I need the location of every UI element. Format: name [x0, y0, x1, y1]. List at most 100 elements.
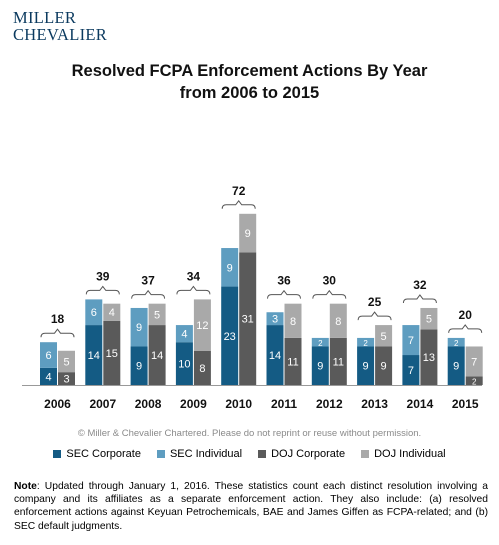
data-label-doj-individual: 5: [63, 356, 69, 368]
total-bracket: [131, 289, 166, 299]
x-tick-label: 2012: [316, 397, 343, 411]
bar-sec-individual: [402, 325, 420, 356]
logo-line-1: MILLER: [13, 8, 77, 27]
logo: MILLER CHEVALIER: [13, 9, 107, 43]
data-label-sec-individual: 9: [227, 262, 233, 274]
data-label-doj-individual: 9: [245, 228, 251, 240]
data-label-sec-corporate: 7: [408, 365, 414, 377]
total-bracket: [267, 289, 301, 299]
total-label: 36: [277, 274, 291, 288]
x-tick-label: 2007: [89, 397, 116, 411]
bar-doj-corporate: [148, 325, 166, 385]
bar-sec-corporate: [175, 342, 193, 385]
bar-doj-corporate: [329, 337, 347, 385]
chart-title-line-2: from 2006 to 2015: [179, 84, 320, 102]
data-label-sec-corporate: 9: [317, 361, 323, 373]
data-label-doj-corporate: 3: [63, 374, 69, 386]
bar-doj-individual: [420, 307, 438, 330]
x-tick-label: 2009: [180, 397, 207, 411]
bar-sec-corporate: [130, 346, 148, 385]
logo-line-2: CHEVALIER: [13, 25, 108, 44]
data-label-sec-individual: 9: [136, 322, 142, 334]
bar-sec-corporate: [357, 346, 375, 385]
data-label-sec-corporate: 9: [136, 361, 142, 373]
legend-item: DOJ Individual: [361, 448, 446, 460]
data-label-sec-individual: 2: [363, 339, 368, 348]
bar-sec-corporate: [221, 286, 239, 385]
chart-legend: SEC Corporate SEC Individual DOJ Corporate…: [0, 448, 499, 460]
legend-item: DOJ Corporate: [258, 448, 345, 460]
bar-doj-individual: [58, 350, 75, 373]
chart-title-line-1: Resolved FCPA Enforcement Actions By Yea…: [71, 62, 428, 80]
bar-doj-individual: [284, 303, 302, 338]
total-bracket: [40, 328, 75, 338]
data-label-doj-individual: 12: [196, 320, 208, 332]
data-label-doj-corporate: 2: [472, 378, 477, 387]
data-label-doj-corporate: 11: [287, 356, 298, 368]
total-bracket: [357, 311, 392, 321]
x-tick-label: 2014: [407, 397, 434, 411]
bar-doj-individual: [329, 303, 347, 338]
bar-doj-corporate: [284, 337, 302, 385]
bar-doj-individual: [375, 325, 393, 347]
x-tick-label: 2011: [271, 397, 297, 411]
bar-doj-individual: [239, 213, 257, 253]
bar-doj-corporate: [239, 252, 257, 385]
legend-item: SEC Individual: [156, 448, 243, 460]
data-label-sec-corporate: 4: [45, 371, 51, 383]
total-label: 37: [141, 274, 155, 288]
bar-sec-individual: [221, 248, 239, 287]
bar-doj-individual: [465, 346, 483, 377]
data-label-sec-corporate: 10: [178, 359, 190, 371]
data-label-sec-corporate: 9: [453, 361, 459, 373]
data-label-sec-individual: 4: [181, 329, 187, 341]
data-label-doj-corporate: 8: [199, 363, 205, 375]
bar-doj-corporate: [58, 372, 75, 385]
data-label-sec-individual: 2: [454, 339, 459, 348]
data-label-doj-individual: 5: [154, 309, 160, 321]
total-label: 72: [232, 184, 246, 198]
total-bracket: [176, 285, 211, 295]
legend-item: SEC Corporate: [53, 448, 141, 460]
x-tick-label: 2006: [44, 397, 71, 411]
data-label-doj-corporate: 15: [106, 348, 118, 360]
x-tick-label: 2015: [452, 397, 479, 411]
legend-label: SEC Corporate: [66, 448, 141, 460]
bar-doj-individual: [148, 303, 166, 326]
data-label-sec-corporate: 14: [269, 350, 281, 362]
total-bracket: [402, 294, 437, 303]
total-label: 18: [51, 312, 65, 326]
footnote-label: Note: [14, 481, 37, 492]
data-label-sec-corporate: 14: [88, 350, 100, 362]
total-bracket: [85, 285, 120, 295]
data-label-doj-corporate: 14: [151, 350, 163, 362]
bar-doj-corporate: [375, 346, 393, 385]
data-label-sec-individual: 3: [272, 314, 278, 326]
data-label-doj-individual: 8: [290, 316, 296, 328]
total-label: 20: [459, 308, 473, 322]
legend-swatch: [361, 450, 370, 458]
legend-swatch: [156, 450, 165, 458]
data-label-sec-individual: 2: [318, 339, 323, 348]
data-label-doj-corporate: 9: [381, 361, 387, 373]
total-bracket: [221, 199, 256, 209]
bar-doj-individual: [103, 303, 121, 321]
bar-doj-corporate: [420, 329, 438, 385]
bar-sec-individual: [40, 342, 57, 368]
x-tick-label: 2013: [361, 397, 388, 411]
total-label: 32: [413, 278, 427, 292]
total-bracket: [448, 324, 483, 333]
bar-sec-corporate: [85, 325, 103, 385]
bar-doj-corporate: [103, 320, 121, 385]
legend-label: DOJ Individual: [374, 448, 446, 460]
bar-sec-individual: [175, 325, 193, 343]
total-label: 30: [323, 274, 337, 288]
bar-doj-individual: [193, 299, 211, 351]
x-tick-label: 2010: [225, 397, 252, 411]
bar-sec-individual: [85, 299, 103, 326]
bar-sec-corporate: [266, 325, 284, 385]
total-label: 25: [368, 295, 382, 309]
legend-label: SEC Individual: [169, 448, 243, 460]
bar-sec-corporate: [402, 355, 420, 385]
footnote-text: : Updated through January 1, 2016. These…: [14, 481, 488, 532]
